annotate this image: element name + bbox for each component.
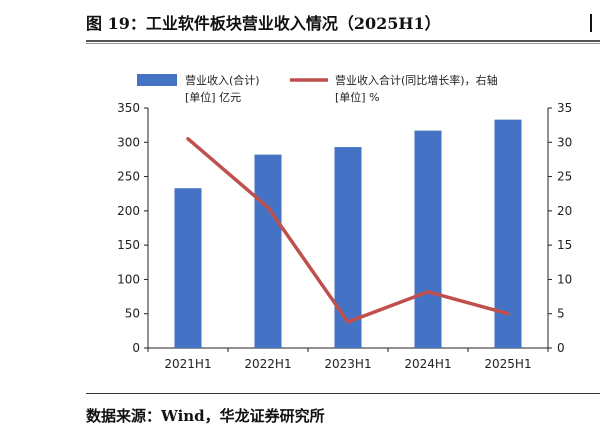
bar-series <box>174 119 522 349</box>
x-tick-label: 2024H1 <box>404 357 451 371</box>
left-tick-label: 0 <box>132 341 140 355</box>
chart-axes: 0 50 100 150 200 250 300 350 0 5 10 15 20 25 30 35 <box>117 101 572 355</box>
x-tick-label: 2021H1 <box>164 357 211 371</box>
title-rule <box>86 40 600 42</box>
legend-unit-revenue: [单位] 亿元 <box>185 90 241 104</box>
source-rule <box>86 393 600 394</box>
bar-2021H1 <box>174 188 202 348</box>
right-tick-label: 30 <box>557 135 572 149</box>
right-tick-label: 20 <box>557 204 572 218</box>
left-tick-label: 200 <box>117 204 140 218</box>
growth-point-2024H1 <box>426 290 430 294</box>
legend-label-revenue: 营业收入(合计) <box>185 73 260 87</box>
x-tick-label: 2022H1 <box>244 357 291 371</box>
legend-swatch-revenue <box>137 74 177 86</box>
growth-point-2021H1 <box>186 137 190 141</box>
right-tick-label: 15 <box>557 238 572 252</box>
right-tick-label: 5 <box>557 307 565 321</box>
bar-2022H1 <box>254 154 282 348</box>
left-tick-label: 50 <box>125 307 140 321</box>
right-tick-label: 25 <box>557 170 572 184</box>
growth-point-2023H1 <box>346 320 350 324</box>
right-tick-label: 0 <box>557 341 565 355</box>
chart-legend: 营业收入(合计) [单位] 亿元 营业收入合计(同比增长率)，右轴 [单位] % <box>137 73 498 104</box>
growth-point-2022H1 <box>266 205 270 209</box>
cropped-neighbor-title-mark <box>590 14 600 32</box>
legend-label-growth: 营业收入合计(同比增长率)，右轴 <box>335 73 498 87</box>
line-series <box>186 137 510 324</box>
left-tick-label: 100 <box>117 272 140 286</box>
bar-2024H1 <box>414 130 442 348</box>
title-rule-secondary <box>86 43 600 44</box>
right-tick-label: 10 <box>557 272 572 286</box>
left-tick-label: 150 <box>117 238 140 252</box>
right-tick-label: 35 <box>557 101 572 115</box>
x-tick-label: 2025H1 <box>484 357 531 371</box>
left-tick-label: 350 <box>117 101 140 115</box>
growth-point-2025H1 <box>506 312 510 316</box>
figure-title: 图 19：工业软件板块营业收入情况（2025H1） <box>86 14 441 33</box>
left-tick-label: 300 <box>117 135 140 149</box>
x-tick-label: 2023H1 <box>324 357 371 371</box>
source-note: 数据来源：Wind，华龙证券研究所 <box>86 407 325 425</box>
bar-2023H1 <box>334 147 362 348</box>
x-tick-labels: 2021H1 2022H1 2023H1 2024H1 2025H1 <box>164 357 531 371</box>
legend-unit-growth: [单位] % <box>335 90 380 104</box>
left-tick-label: 250 <box>117 170 140 184</box>
